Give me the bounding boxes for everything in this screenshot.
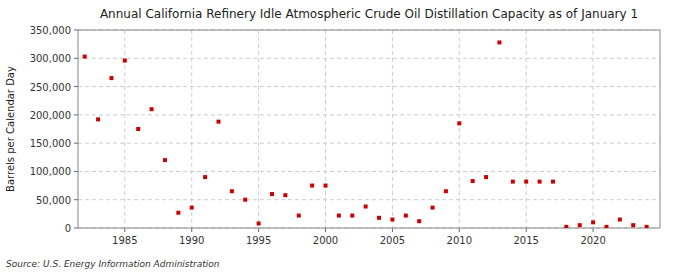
point	[257, 221, 261, 225]
point	[283, 193, 287, 197]
point	[243, 198, 247, 202]
x-grid-line	[459, 30, 460, 228]
point	[297, 214, 301, 218]
source-note: Source: U.S. Energy Information Administ…	[6, 259, 220, 269]
point	[190, 206, 194, 210]
y-grid-line	[78, 171, 660, 172]
point	[631, 223, 635, 227]
y-tick-label: 150,000	[30, 138, 71, 149]
x-tick	[526, 228, 527, 232]
point	[444, 189, 448, 193]
x-tick-label: 2010	[447, 235, 472, 246]
point	[618, 218, 622, 222]
x-tick-label: 2005	[380, 235, 405, 246]
x-grid-line	[325, 30, 326, 228]
point	[163, 158, 167, 162]
y-tick	[74, 228, 78, 229]
y-tick	[74, 171, 78, 172]
point	[417, 219, 421, 223]
point	[497, 40, 501, 44]
y-tick	[74, 143, 78, 144]
point	[203, 175, 207, 179]
y-tick-label: 50,000	[36, 195, 71, 206]
x-grid-line	[258, 30, 259, 228]
x-tick-label: 2020	[580, 235, 605, 246]
y-tick-label: 100,000	[30, 166, 71, 177]
title: Annual California Refinery Idle Atmosphe…	[100, 7, 638, 21]
point	[578, 223, 582, 227]
point	[216, 120, 220, 124]
y-tick-label: 250,000	[30, 82, 71, 93]
point	[591, 220, 595, 224]
point	[324, 184, 328, 188]
point	[270, 192, 274, 196]
point	[645, 225, 649, 228]
x-tick	[258, 228, 259, 232]
x-grid-line	[191, 30, 192, 228]
chart-container: Annual California Refinery Idle Atmosphe…	[0, 0, 675, 275]
point	[524, 180, 528, 184]
y-tick	[74, 30, 78, 31]
x-tick	[392, 228, 393, 232]
y-tick-label: 300,000	[30, 53, 71, 64]
y-tick	[74, 58, 78, 59]
points	[83, 40, 649, 228]
y-grid-line	[78, 199, 660, 200]
point	[337, 214, 341, 218]
point	[457, 121, 461, 125]
grid	[78, 30, 660, 228]
x-tick-label: 2015	[513, 235, 538, 246]
point	[564, 225, 568, 228]
point	[471, 179, 475, 183]
x-tick	[124, 228, 125, 232]
point	[404, 214, 408, 218]
point	[230, 189, 234, 193]
y-tick-label: 0	[65, 223, 71, 234]
point	[604, 225, 608, 228]
x-tick	[325, 228, 326, 232]
point	[377, 216, 381, 220]
point	[150, 107, 154, 111]
y-grid-line	[78, 143, 660, 144]
y-grid-line	[78, 114, 660, 115]
point	[511, 180, 515, 184]
axes: 0 50,000 100,000 150,000 200,000 250,000 300,0…	[30, 25, 660, 246]
point	[176, 211, 180, 215]
y-axis-label: Barrels per Calendar Day	[5, 66, 16, 192]
y-tick	[74, 199, 78, 200]
chart-svg: Annual California Refinery Idle Atmosphe…	[0, 0, 675, 275]
point	[431, 206, 435, 210]
x-tick	[459, 228, 460, 232]
plot-frame	[78, 30, 660, 228]
y-tick-label: 200,000	[30, 110, 71, 121]
point	[123, 59, 127, 63]
point	[136, 127, 140, 131]
y-tick	[74, 86, 78, 87]
point	[538, 180, 542, 184]
x-grid-line	[593, 30, 594, 228]
point	[364, 205, 368, 209]
point	[551, 180, 555, 184]
x-tick-label: 1995	[246, 235, 271, 246]
point	[83, 55, 87, 59]
point	[484, 175, 488, 179]
point	[310, 184, 314, 188]
y-tick-label: 350,000	[30, 25, 71, 36]
point	[350, 214, 354, 218]
y-grid-line	[78, 86, 660, 87]
x-tick-label: 2000	[313, 235, 338, 246]
x-tick-label: 1985	[112, 235, 137, 246]
x-tick	[191, 228, 192, 232]
x-tick	[593, 228, 594, 232]
point	[96, 117, 100, 121]
x-grid-line	[392, 30, 393, 228]
point	[109, 76, 113, 80]
y-grid-line	[78, 58, 660, 59]
x-tick-label: 1990	[179, 235, 204, 246]
y-tick	[74, 114, 78, 115]
x-grid-line	[526, 30, 527, 228]
point	[390, 218, 394, 222]
